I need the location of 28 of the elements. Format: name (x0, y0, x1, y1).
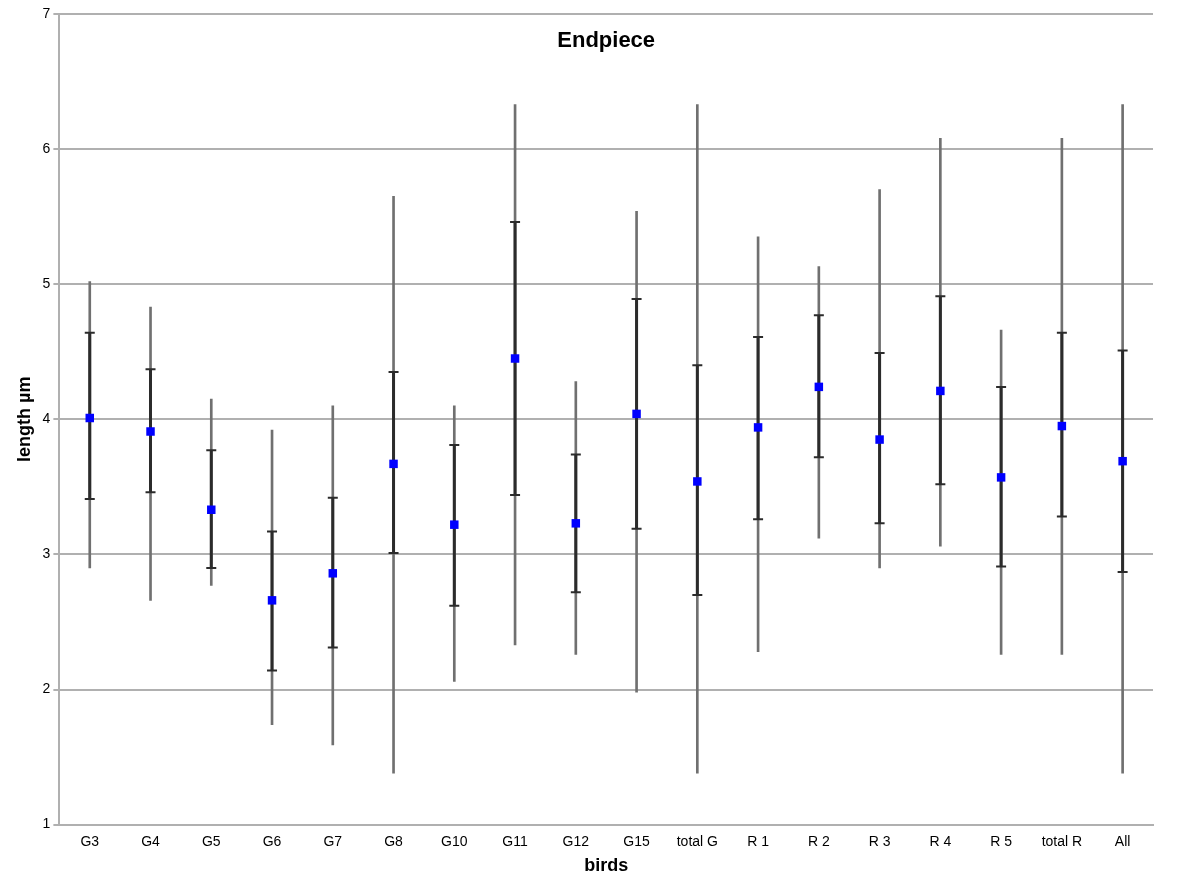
y-axis-title: length µm (13, 376, 34, 462)
x-tick-label: G10 (441, 832, 468, 849)
x-tick-label: R 1 (747, 832, 770, 849)
x-tick-label: G4 (141, 832, 161, 849)
x-tick-label: R 4 (929, 832, 952, 849)
x-tick-label: G12 (562, 832, 590, 849)
x-tick-label: G7 (323, 832, 343, 849)
text: Endpiece (557, 27, 656, 53)
y-tick-label: 1 (42, 815, 51, 832)
x-axis-title: birds (584, 855, 629, 876)
y-tick-label: 6 (42, 139, 51, 156)
x-tick-label: All (1114, 832, 1131, 849)
y-tick-label: 3 (42, 545, 51, 562)
x-tick-label: total R (1041, 832, 1083, 849)
x-tick-label: G15 (623, 832, 651, 849)
y-tick-label: 2 (42, 680, 51, 697)
x-tick-label: G8 (384, 832, 404, 849)
y-tick-label: 4 (42, 410, 51, 427)
y-tick-label: 5 (42, 275, 51, 292)
x-tick-label: G5 (201, 832, 221, 849)
x-tick-label: R 3 (868, 832, 891, 849)
x-tick-label: R 2 (807, 832, 830, 849)
x-tick-label: total G (676, 832, 718, 849)
x-tick-label: G3 (80, 832, 100, 849)
y-tick-label: 7 (42, 4, 51, 21)
x-tick-label: G11 (502, 832, 528, 849)
x-tick-label: R 5 (990, 832, 1013, 849)
x-tick-label: G6 (262, 832, 282, 849)
